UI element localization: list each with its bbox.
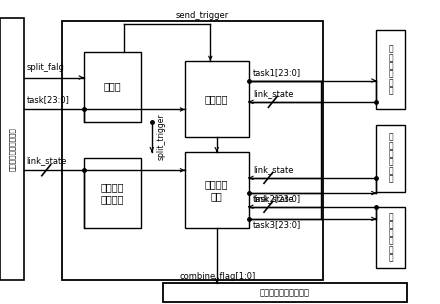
Bar — [0, 18, 24, 280]
Bar — [376, 207, 405, 268]
Text: link_state: link_state — [253, 165, 293, 174]
Bar — [163, 283, 407, 302]
Text: 任务重组
模块: 任务重组 模块 — [205, 179, 228, 201]
Text: link_state: link_state — [253, 194, 293, 203]
Text: split_falg: split_falg — [26, 63, 64, 72]
Text: combine_flag[1:0]: combine_flag[1:0] — [180, 272, 256, 281]
Text: 路路处理模块输出总线: 路路处理模块输出总线 — [9, 127, 15, 171]
Bar — [84, 52, 141, 122]
Bar — [84, 158, 141, 228]
Text: task1[23:0]: task1[23:0] — [253, 68, 301, 77]
Text: 控制器: 控制器 — [103, 82, 121, 92]
Text: 通信任务
管理模块: 通信任务 管理模块 — [100, 182, 124, 204]
Bar — [376, 125, 405, 192]
Text: 任
务
管
理
模
块: 任 务 管 理 模 块 — [388, 133, 393, 183]
Text: task3[23:0]: task3[23:0] — [253, 220, 301, 230]
Text: task[23:0]: task[23:0] — [26, 95, 69, 104]
Text: link_state: link_state — [253, 89, 293, 98]
Text: 路径管理模块输入总线: 路径管理模块输入总线 — [260, 288, 310, 297]
Text: link_state: link_state — [26, 156, 67, 165]
Text: task2[23:0]: task2[23:0] — [253, 195, 301, 204]
Text: 发送模块: 发送模块 — [205, 94, 228, 104]
Bar — [185, 61, 249, 137]
Text: 任
务
管
理
模
块: 任 务 管 理 模 块 — [388, 212, 393, 262]
Bar — [376, 30, 405, 109]
Bar — [62, 21, 323, 280]
Text: 任
务
管
理
模
块: 任 务 管 理 模 块 — [388, 45, 393, 95]
Text: split_trigger: split_trigger — [156, 113, 165, 160]
Bar — [185, 152, 249, 228]
Text: send_trigger: send_trigger — [176, 11, 229, 20]
